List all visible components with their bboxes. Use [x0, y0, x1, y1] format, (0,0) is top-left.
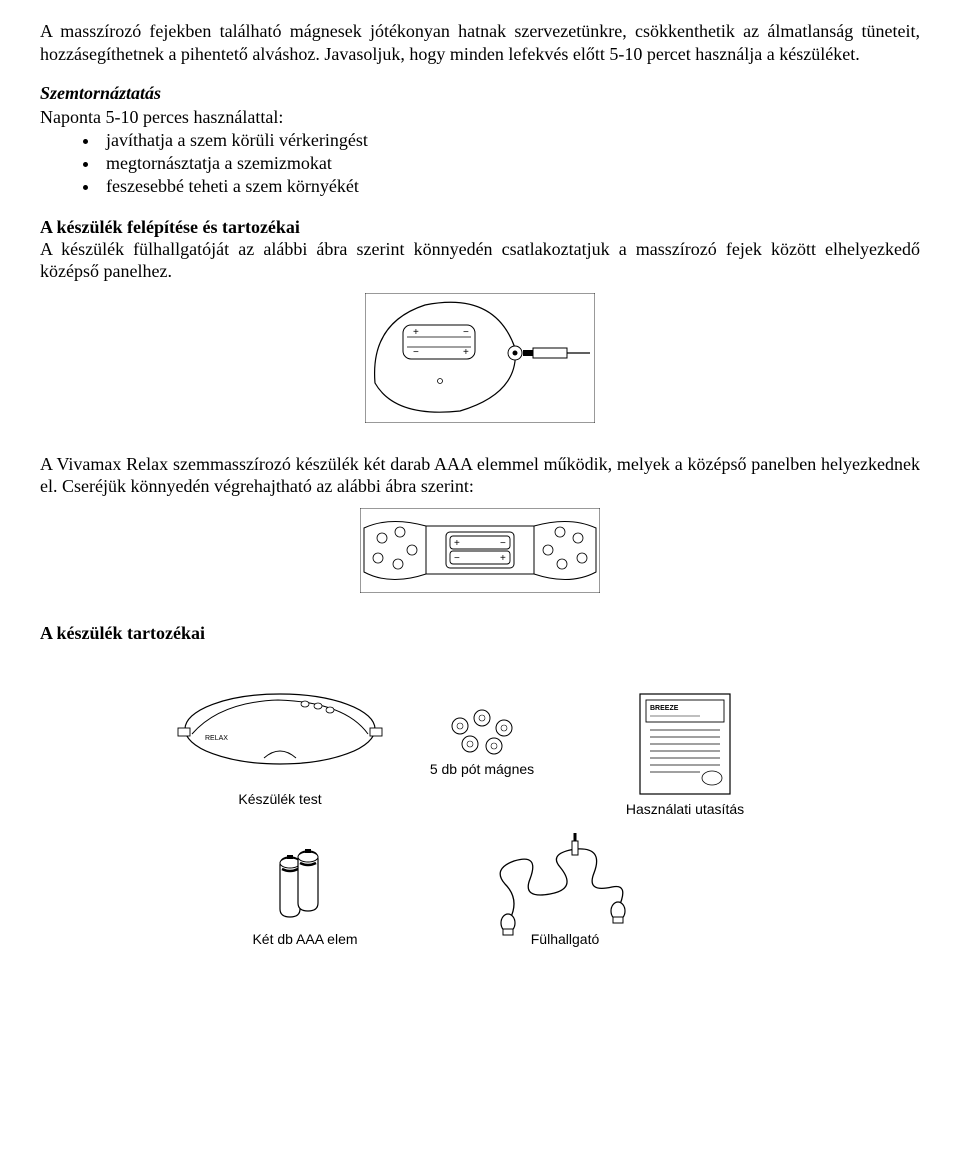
section-eye-title: Szemtornáztatás — [40, 83, 920, 104]
figure-battery: + − − + — [40, 508, 920, 593]
battery-paragraph: A Vivamax Relax szemmasszírozó készülék … — [40, 453, 920, 498]
svg-text:+: + — [454, 538, 460, 549]
accessory-manual-icon: BREEZE — [640, 694, 730, 794]
section-eye-intro: Naponta 5-10 perces használattal: — [40, 106, 920, 129]
svg-text:−: − — [413, 347, 419, 358]
svg-text:BREEZE: BREEZE — [650, 705, 679, 712]
figure-accessories: RELAX Készülék test 5 db pót mágnes BREE… — [40, 674, 920, 964]
intro-paragraph: A masszírozó fejekben található mágnesek… — [40, 20, 920, 65]
bullet-item: feszesebbé teheti a szem környékét — [100, 175, 920, 198]
figure-connector: + − − + — [40, 293, 920, 423]
section-eye: Szemtornáztatás Naponta 5-10 perces hasz… — [40, 83, 920, 199]
section-build-title: A készülék felépítése és tartozékai — [40, 217, 920, 238]
accessory-batteries-icon — [280, 849, 318, 917]
svg-text:+: + — [413, 327, 419, 338]
svg-text:RELAX: RELAX — [205, 735, 228, 742]
section-build: A készülék felépítése és tartozékai A ké… — [40, 217, 920, 283]
accessory-manual-label: Használati utasítás — [626, 801, 744, 817]
svg-text:+: + — [500, 553, 506, 564]
svg-text:+: + — [463, 347, 469, 358]
accessory-body-label: Készülék test — [238, 791, 321, 807]
accessory-earphones-icon — [500, 833, 625, 935]
svg-text:−: − — [454, 553, 460, 564]
accessory-batteries-label: Két db AAA elem — [252, 931, 357, 947]
accessory-body-icon: RELAX — [178, 694, 382, 764]
svg-text:−: − — [463, 327, 469, 338]
accessory-magnets-label: 5 db pót mágnes — [430, 761, 534, 777]
accessory-magnets-icon — [452, 710, 512, 754]
bullet-item: javíthatja a szem körüli vérkeringést — [100, 129, 920, 152]
svg-text:−: − — [500, 538, 506, 549]
accessory-earphones-label: Fülhallgató — [531, 931, 600, 947]
eye-bullet-list: javíthatja a szem körüli vérkeringést me… — [100, 129, 920, 199]
accessories-title: A készülék tartozékai — [40, 623, 920, 644]
section-build-text: A készülék fülhallgatóját az alábbi ábra… — [40, 238, 920, 283]
bullet-item: megtornásztatja a szemizmokat — [100, 152, 920, 175]
